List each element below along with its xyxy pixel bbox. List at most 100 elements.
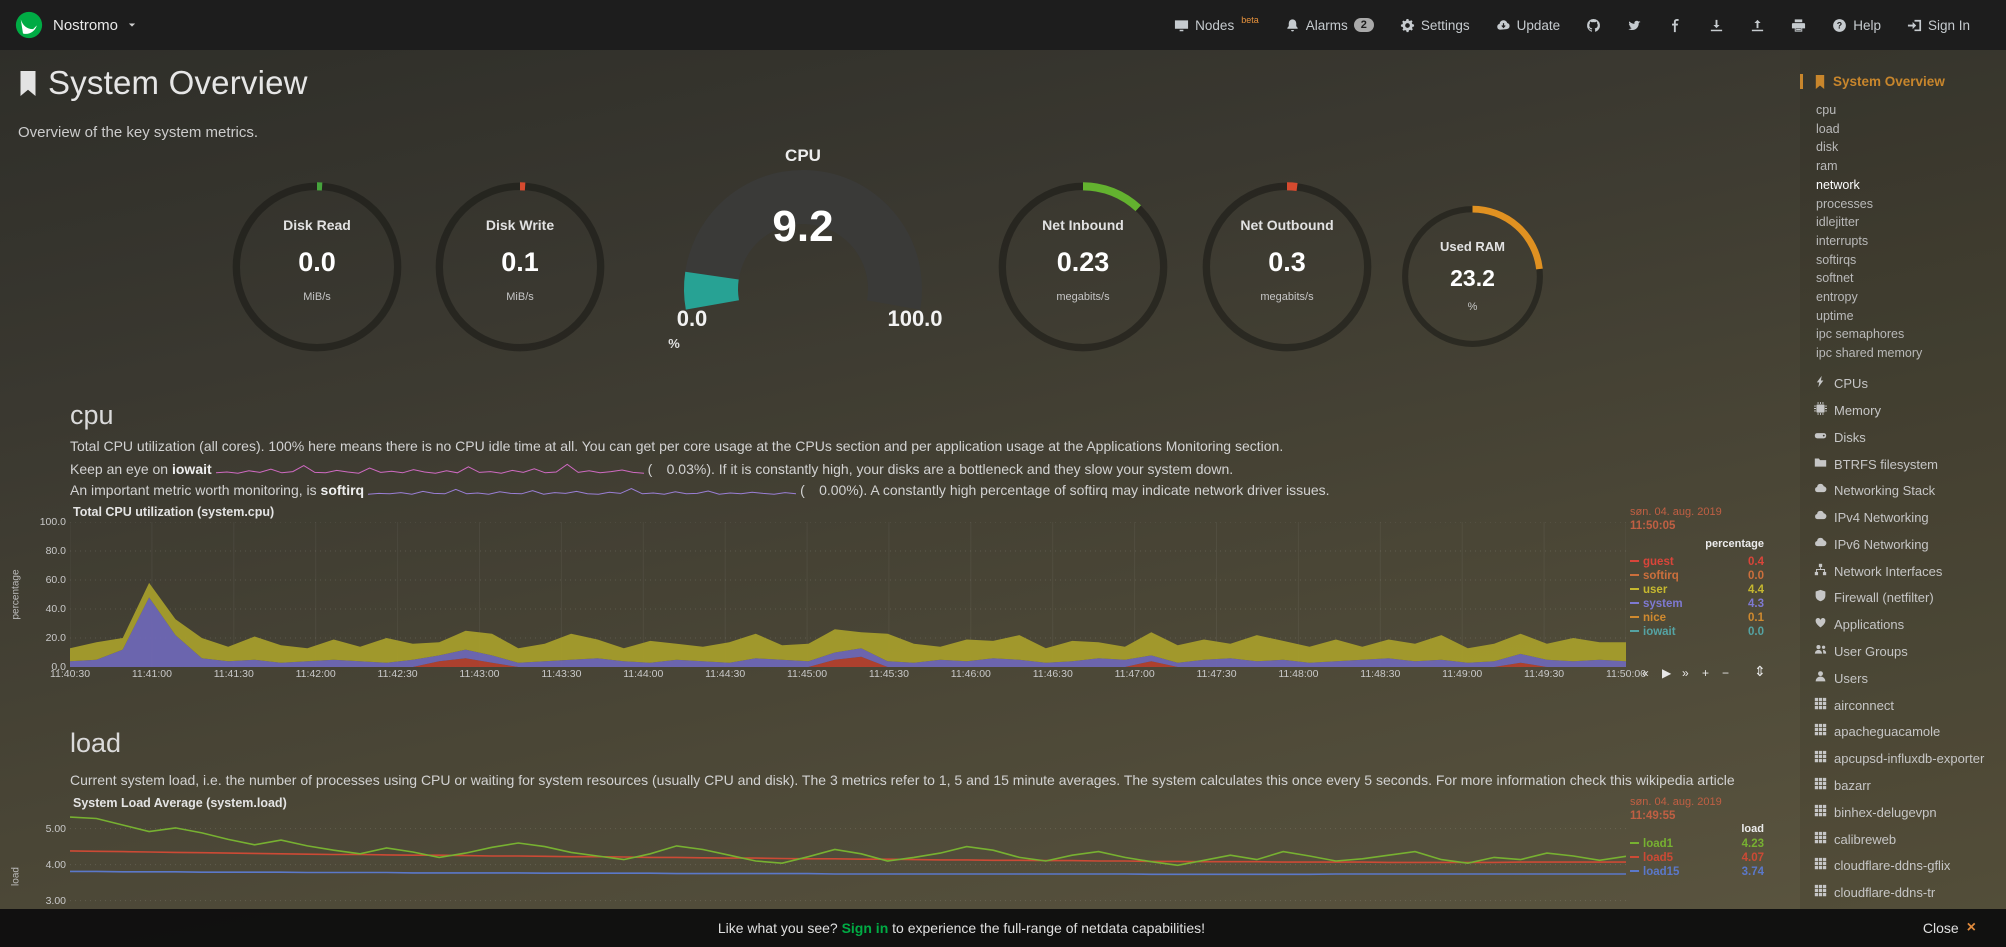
legend-name: load1 bbox=[1630, 838, 1673, 851]
nav-twitter[interactable] bbox=[1627, 18, 1642, 33]
sidebar-subitem-processes[interactable]: processes bbox=[1816, 196, 1873, 211]
cpu-chart-ytick-20.0: 20.0 bbox=[45, 632, 66, 644]
sidebar-subitem-load[interactable]: load bbox=[1816, 121, 1840, 136]
gauge-disk-write[interactable]: Disk Write 0.1 MiB/s bbox=[432, 179, 608, 355]
sidebar-item-users[interactable]: Users bbox=[1814, 665, 1998, 692]
sign-in-link[interactable]: Sign in bbox=[841, 920, 889, 936]
nav-import[interactable] bbox=[1709, 18, 1724, 33]
sidebar-item-btrfs-filesystem[interactable]: BTRFS filesystem bbox=[1814, 451, 1998, 478]
sidebar-item-disks[interactable]: Disks bbox=[1814, 424, 1998, 451]
sidebar-item-cloudflare-ddns-tr[interactable]: cloudflare-ddns-tr bbox=[1814, 880, 1998, 907]
iowait-sparkline[interactable] bbox=[215, 460, 644, 479]
legend-value: 4.3 bbox=[1748, 598, 1764, 610]
sidebar-item-network-interfaces[interactable]: Network Interfaces bbox=[1814, 558, 1998, 585]
netdata-logo bbox=[14, 10, 44, 40]
load-description: Current system load, i.e. the number of … bbox=[70, 772, 1735, 788]
sidebar-item-binhex-delugevpn[interactable]: binhex-delugevpn bbox=[1814, 799, 1998, 826]
sidebar-item-label: bazarr bbox=[1834, 777, 1871, 793]
sidebar-subitem-ram[interactable]: ram bbox=[1816, 159, 1838, 174]
cpu-chart-legend-user[interactable]: user 4.4 bbox=[1630, 584, 1764, 597]
nav-settings[interactable]: Settings bbox=[1400, 18, 1470, 33]
load-chart-legend-load5[interactable]: load5 4.07 bbox=[1630, 852, 1764, 865]
sidebar-item-airconnect[interactable]: airconnect bbox=[1814, 692, 1998, 719]
sidebar-item-apacheguacamole[interactable]: apacheguacamole bbox=[1814, 719, 1998, 746]
gauge-net-inbound[interactable]: Net Inbound 0.23 megabits/s bbox=[995, 179, 1171, 355]
sidebar-item-system-overview[interactable]: System Overview bbox=[1800, 74, 1998, 89]
cpu-chart-tool-3[interactable]: + bbox=[1702, 666, 1710, 680]
close-label: Close bbox=[1922, 920, 1959, 936]
gauge-used-ram[interactable]: Used RAM 23.2% bbox=[1399, 203, 1546, 350]
sidebar-subitem-network[interactable]: network bbox=[1816, 177, 1860, 192]
grid-icon bbox=[1814, 723, 1827, 736]
cpu-chart-plot[interactable] bbox=[69, 521, 1627, 668]
sidebar-item-memory[interactable]: Memory bbox=[1814, 398, 1998, 425]
gauge-unit: megabits/s bbox=[1260, 291, 1314, 303]
grid-icon bbox=[1814, 884, 1827, 897]
cpu-chart-legend-softirq[interactable]: softirq 0.0 bbox=[1630, 570, 1764, 583]
gauge-value: 0.1 bbox=[501, 247, 539, 277]
sidebar-subitem-disk[interactable]: disk bbox=[1816, 140, 1839, 155]
sidebar-subitem-idlejitter[interactable]: idlejitter bbox=[1816, 215, 1860, 230]
nav-signin[interactable]: Sign In bbox=[1907, 18, 1970, 33]
cpu-chart-resize-handle[interactable]: ⇕ bbox=[1754, 663, 1766, 679]
nav-alarms[interactable]: Alarms 2 bbox=[1285, 18, 1374, 33]
nav-update[interactable]: Update bbox=[1496, 18, 1560, 33]
nav-facebook[interactable] bbox=[1668, 18, 1683, 33]
cpu-chart-tool-2[interactable]: » bbox=[1682, 666, 1689, 680]
gauge-title: Disk Write bbox=[485, 217, 555, 233]
load-chart-legend-load1[interactable]: load1 4.23 bbox=[1630, 838, 1764, 851]
sidebar-subitem-cpu[interactable]: cpu bbox=[1816, 103, 1837, 117]
legend-value: 0.4 bbox=[1748, 556, 1764, 568]
legend-value: 0.0 bbox=[1748, 570, 1764, 582]
cpu-chart-xtick-5: 11:43:00 bbox=[459, 668, 500, 680]
cpu-chart-legend-guest[interactable]: guest 0.4 bbox=[1630, 556, 1764, 569]
cpu-gauge[interactable]: CPU 9.2 0.0 100.0 % bbox=[653, 138, 953, 368]
sidebar-item-calibreweb[interactable]: calibreweb bbox=[1814, 826, 1998, 853]
cpu-chart-xtick-19: 11:50:00 bbox=[1605, 668, 1647, 680]
sidebar-item-label: CPUs bbox=[1834, 376, 1868, 392]
nav-alarms-label: Alarms bbox=[1305, 17, 1348, 33]
node-selector[interactable]: Nostromo bbox=[0, 10, 137, 40]
sidebar-subitem-uptime[interactable]: uptime bbox=[1816, 308, 1854, 323]
sidebar-item-ipv6-networking[interactable]: IPv6 Networking bbox=[1814, 532, 1998, 559]
cpu-chart-legend-nice[interactable]: nice 0.1 bbox=[1630, 612, 1764, 625]
sidebar-subitem-softirqs[interactable]: softirqs bbox=[1816, 252, 1857, 267]
cpu-chart-ytick-60.0: 60.0 bbox=[45, 574, 66, 586]
cpu-chart-legend-iowait[interactable]: iowait 0.0 bbox=[1630, 626, 1764, 639]
nav-export[interactable] bbox=[1750, 18, 1765, 33]
sidebar-subitem-entropy[interactable]: entropy bbox=[1816, 290, 1858, 305]
text: An important metric worth monitoring, is bbox=[70, 482, 321, 498]
cpu-chart-tool-1[interactable]: ▶ bbox=[1662, 666, 1672, 680]
sidebar-subitem-ipc-shared-memory[interactable]: ipc shared memory bbox=[1816, 346, 1923, 361]
sidebar-subitem-interrupts[interactable]: interrupts bbox=[1816, 233, 1869, 248]
sidebar-item-user-groups[interactable]: User Groups bbox=[1814, 639, 1998, 666]
load-chart-legend-load15[interactable]: load15 3.74 bbox=[1630, 866, 1764, 879]
cpu-chart-xtick-15: 11:48:00 bbox=[1278, 668, 1319, 680]
sidebar-item-bazarr[interactable]: bazarr bbox=[1814, 773, 1998, 800]
sidebar-item-applications[interactable]: Applications bbox=[1814, 612, 1998, 639]
sidebar-item-ipv4-networking[interactable]: IPv4 Networking bbox=[1814, 505, 1998, 532]
cpu-description-1: Total CPU utilization (all cores). 100% … bbox=[70, 438, 1284, 454]
nav-nodes[interactable]: Nodes beta bbox=[1174, 15, 1259, 33]
softirq-sparkline[interactable] bbox=[368, 481, 797, 500]
sidebar-item-networking-stack[interactable]: Networking Stack bbox=[1814, 478, 1998, 505]
nav-print[interactable] bbox=[1791, 18, 1806, 33]
gauge-disk-read[interactable]: Disk Read 0.0 MiB/s bbox=[229, 179, 405, 355]
cpu-chart-legend-system[interactable]: system 4.3 bbox=[1630, 598, 1764, 611]
sidebar-subitem-softnet[interactable]: softnet bbox=[1816, 271, 1854, 286]
arrow-up-tray-icon bbox=[1750, 18, 1765, 33]
nav-help[interactable]: ? Help bbox=[1832, 18, 1881, 33]
footer-banner: Like what you see? Sign in to experience… bbox=[0, 909, 2006, 947]
sidebar-item-cpus[interactable]: CPUs bbox=[1814, 371, 1998, 398]
gauge-net-outbound[interactable]: Net Outbound 0.3 megabits/s bbox=[1199, 179, 1375, 355]
close-banner-button[interactable]: Close × bbox=[1923, 919, 2006, 937]
sidebar-subitem-ipc-semaphores[interactable]: ipc semaphores bbox=[1816, 327, 1905, 342]
sidebar-item-firewall-netfilter[interactable]: Firewall (netfilter) bbox=[1814, 585, 1998, 612]
sidebar-item-label: Memory bbox=[1834, 403, 1881, 419]
load-chart-plot[interactable] bbox=[69, 807, 1627, 947]
sidebar-item-cloudflare-ddns-gflix[interactable]: cloudflare-ddns-gflix bbox=[1814, 853, 1998, 880]
nav-github[interactable] bbox=[1586, 18, 1601, 33]
sidebar-item-apcupsd-influxdb-exporter[interactable]: apcupsd-influxdb-exporter bbox=[1814, 746, 1998, 773]
cpu-chart-tool-4[interactable]: − bbox=[1722, 666, 1730, 680]
cpu-chart-tool-0[interactable]: « bbox=[1642, 666, 1649, 680]
